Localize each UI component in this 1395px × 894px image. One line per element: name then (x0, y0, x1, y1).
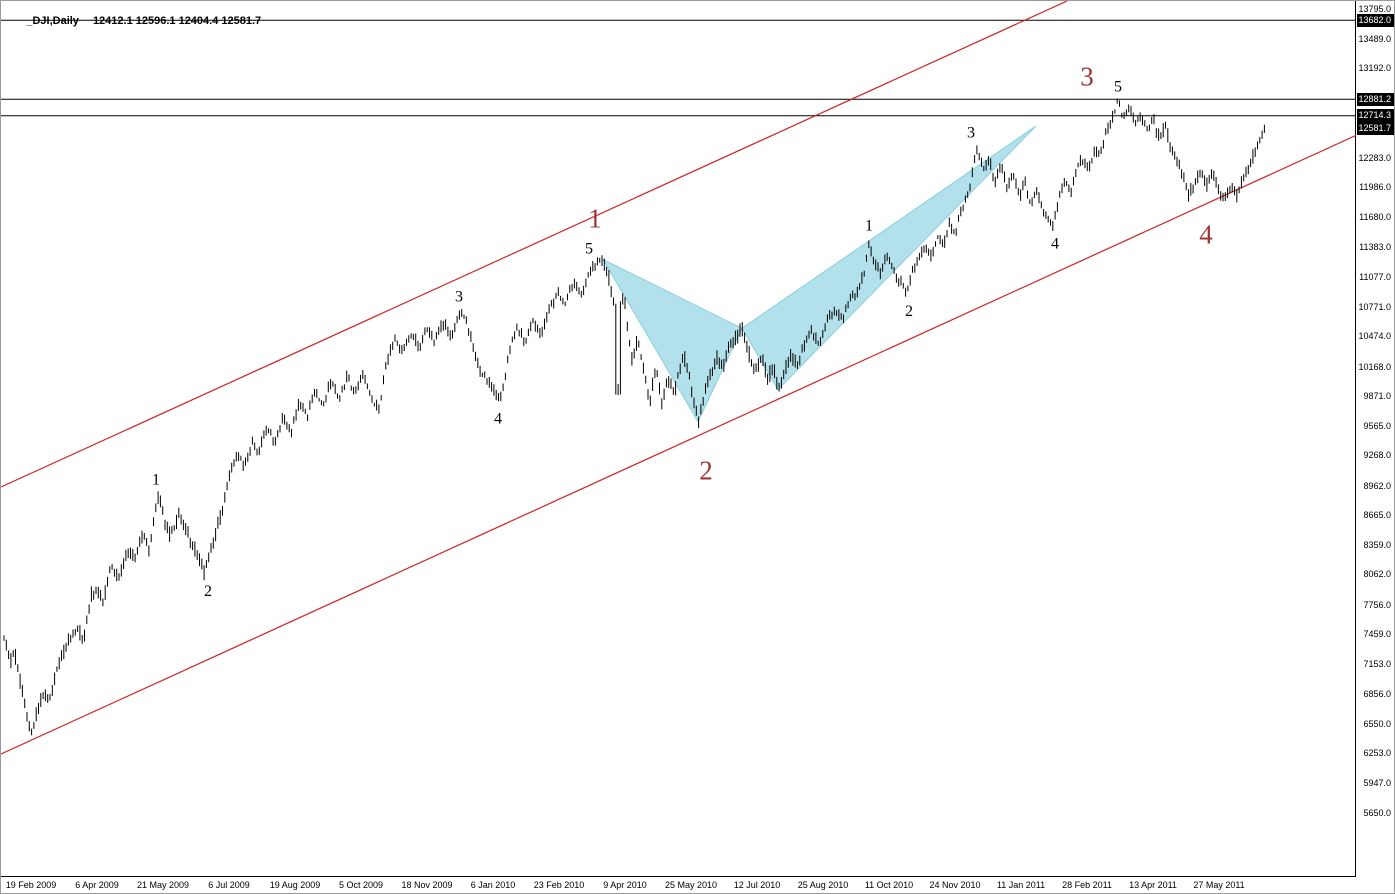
price-tick-label: 8359.0 (1363, 540, 1391, 551)
channel-line-upper[interactable] (1, 1, 1068, 488)
time-tick-label: 19 Feb 2009 (5, 880, 57, 890)
time-tick-label: 28 Feb 2011 (1062, 880, 1112, 890)
price-tick-label: 9871.0 (1363, 390, 1391, 401)
price-tick-label: 7153.0 (1363, 659, 1391, 670)
price-level-lines (1, 19, 1356, 117)
wave-label-minor[interactable]: 3 (967, 125, 975, 142)
price-tick-label: 6253.0 (1363, 748, 1391, 758)
price-tick-label: 11383.0 (1359, 241, 1391, 252)
wave-label-minor[interactable]: 2 (204, 583, 212, 600)
wave-label-minor[interactable]: 4 (494, 410, 502, 427)
time-axis[interactable]: 19 Feb 2009 6 Apr 2009 21 May 2009 6 Jul 20… (1, 879, 1357, 894)
price-line-value-label: 13682.0 (1357, 13, 1394, 27)
wave-label-minor[interactable]: 1 (152, 472, 160, 489)
wave-label-minor[interactable]: 1 (865, 217, 873, 234)
price-line-value-label: 12881.2 (1357, 92, 1394, 106)
price-tick-label: 5650.0 (1363, 807, 1391, 818)
wave-label-major[interactable]: 1 (588, 203, 602, 233)
price-tick-label: 7756.0 (1363, 599, 1391, 610)
price-tick-label: 13489.0 (1358, 33, 1391, 44)
time-tick-label: 6 Jul 2009 (208, 880, 250, 890)
wave-label-major[interactable]: 4 (1199, 220, 1213, 250)
price-tick-label: 8665.0 (1363, 509, 1391, 520)
time-tick-label: 9 Apr 2010 (603, 880, 647, 890)
price-tick-label: 6550.0 (1363, 718, 1391, 729)
price-tick-label: 5947.0 (1363, 778, 1391, 789)
pattern-triangle[interactable] (601, 258, 743, 423)
price-tick-label: 7459.0 (1363, 629, 1391, 639)
price-tick-label: 11986.0 (1359, 182, 1391, 193)
time-tick-label: 5 Oct 2009 (338, 880, 384, 890)
wave-label-major[interactable]: 2 (699, 456, 713, 486)
chart-title-bar: _DJI,Daily 12412.1 12596.1 12404.4 12581.… (8, 3, 261, 39)
channel-line-lower[interactable] (1, 134, 1356, 755)
wave-label-minor[interactable]: 5 (585, 240, 593, 257)
time-tick-label: 6 Jan 2010 (470, 880, 516, 890)
harmonic-pattern (601, 125, 1037, 423)
wave-label-minor[interactable]: 3 (455, 289, 463, 306)
time-tick-label: 13 Apr 2011 (1129, 880, 1177, 890)
price-bars (3, 98, 1265, 736)
wave-label-minor[interactable]: 4 (1051, 235, 1059, 252)
chart-canvas[interactable]: 1 2 3 4 5 1 2 3 4 5 1 2 3 4 (1, 1, 1356, 877)
time-tick-label: 27 May 2011 (1193, 880, 1245, 890)
time-tick-label: 25 Aug 2010 (797, 880, 849, 890)
price-tick-label: 10474.0 (1358, 331, 1391, 342)
elliott-wave-labels: 1 2 3 4 5 1 2 3 4 5 1 2 3 4 (152, 62, 1213, 601)
time-tick-label: 25 May 2010 (664, 880, 718, 890)
chart-symbol-label: _DJI,Daily (26, 15, 79, 27)
time-tick-label: 21 May 2009 (136, 880, 190, 890)
price-tick-label: 11077.0 (1359, 271, 1391, 282)
time-tick-label: 11 Oct 2010 (864, 880, 914, 890)
chart-ohlc-readout: 12412.1 12596.1 12404.4 12581.7 (92, 15, 262, 27)
time-tick-label: 23 Feb 2010 (533, 880, 585, 890)
price-axis[interactable]: 13795.0 13489.0 13192.0 12283.0 11986.0 11680… (1357, 1, 1394, 878)
price-line-value-label: 12581.7 (1357, 122, 1394, 136)
time-tick-label: 24 Nov 2010 (929, 880, 981, 890)
price-tick-label: 13795.0 (1358, 3, 1391, 14)
time-tick-label: 6 Apr 2009 (75, 880, 119, 890)
price-tick-label: 9268.0 (1363, 450, 1391, 461)
price-tick-label: 10168.0 (1358, 361, 1391, 372)
price-tick-label: 12283.0 (1358, 152, 1391, 163)
wave-label-minor[interactable]: 5 (1114, 79, 1122, 96)
wave-label-minor[interactable]: 2 (905, 303, 913, 320)
time-tick-label: 18 Nov 2009 (401, 880, 453, 890)
time-tick-label: 12 Jul 2010 (733, 880, 781, 890)
price-tick-label: 10771.0 (1358, 302, 1391, 312)
price-tick-label: 8062.0 (1363, 569, 1391, 580)
plot-area[interactable]: 1 2 3 4 5 1 2 3 4 5 1 2 3 4 _DJI,Daily 12412.1 12596.1… (1, 1, 1356, 877)
price-tick-label: 8962.0 (1363, 480, 1391, 491)
price-tick-label: 6856.0 (1363, 688, 1391, 699)
price-tick-label: 11680.0 (1359, 212, 1391, 223)
trend-channel (1, 1, 1356, 755)
price-tick-label: 13192.0 (1358, 63, 1391, 73)
price-line-value-label: 12714.3 (1357, 109, 1394, 123)
wave-label-major[interactable]: 3 (1080, 62, 1094, 92)
time-tick-label: 11 Jan 2011 (996, 880, 1046, 890)
price-tick-label: 9565.0 (1363, 421, 1391, 432)
time-tick-label: 19 Aug 2009 (269, 880, 321, 890)
